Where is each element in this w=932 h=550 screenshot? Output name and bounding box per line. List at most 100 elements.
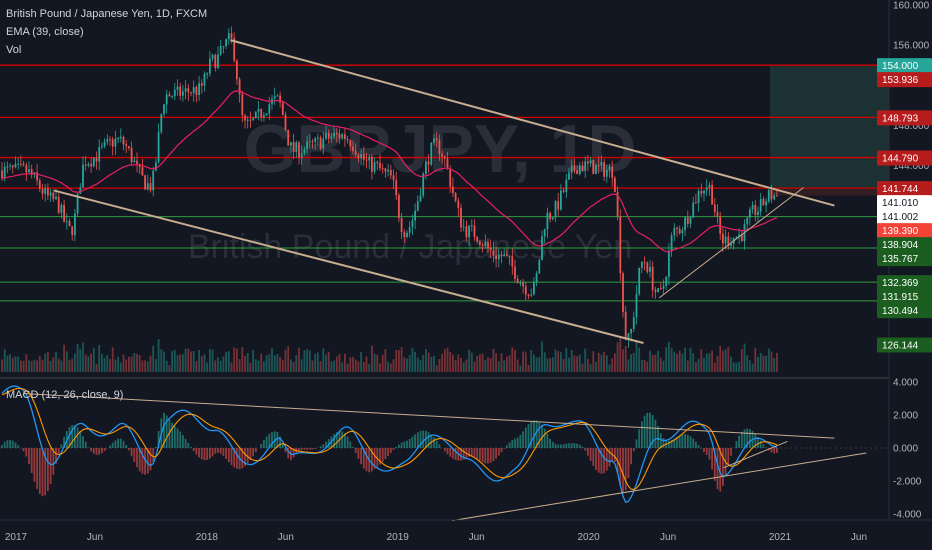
candle-body <box>206 73 209 75</box>
volume-bar <box>689 347 692 372</box>
histogram-bar <box>492 448 495 462</box>
price-tag-box <box>877 223 932 239</box>
volume-bar <box>476 355 479 372</box>
histogram-bar <box>389 448 392 453</box>
candle-body <box>392 175 395 181</box>
time-tick-label: Jun <box>660 532 676 543</box>
candle-body <box>176 86 179 90</box>
candle-body <box>522 282 524 287</box>
candle-body <box>314 138 317 143</box>
volume-bar <box>265 355 268 372</box>
histogram-bar <box>422 430 425 448</box>
volume-bar <box>203 354 206 372</box>
candle-body <box>481 244 484 246</box>
histogram-bar <box>203 448 206 461</box>
histogram-bar <box>217 448 219 453</box>
histogram-bar <box>200 448 203 460</box>
trendlines[interactable] <box>53 39 835 344</box>
ema-legend[interactable]: EMA (39, close) <box>6 26 84 38</box>
histogram-bar <box>387 448 389 457</box>
histogram-bar <box>260 443 263 448</box>
price-tag-label: 141.010 <box>882 198 919 209</box>
volume-bar <box>195 361 198 372</box>
price-tag-label: 153.936 <box>882 75 919 86</box>
candle-body <box>179 86 182 96</box>
histogram-bar <box>770 448 773 453</box>
candle-body <box>144 175 146 190</box>
candle-body <box>371 156 373 172</box>
candle-body <box>457 200 460 208</box>
histogram-bar <box>743 429 746 448</box>
volume-bar <box>751 363 754 372</box>
volume-bar <box>527 364 530 372</box>
candle-body <box>6 166 9 168</box>
candle-body <box>1 170 3 179</box>
volume-bar <box>71 358 74 372</box>
histogram-bar <box>230 448 233 466</box>
volume-bar <box>495 353 497 372</box>
histogram-bar <box>673 438 676 448</box>
symbol-legend[interactable]: British Pound / Japanese Yen, 1D, FXCM <box>6 8 208 20</box>
volume-bar <box>503 360 506 372</box>
candle-body <box>241 94 244 116</box>
volume-bar <box>457 354 460 372</box>
histogram-bar <box>641 421 643 448</box>
volume-bar <box>530 349 533 372</box>
volume-bar <box>662 360 665 372</box>
candle-body <box>335 132 338 134</box>
volume-bar <box>462 362 465 372</box>
volume-bar <box>692 353 695 372</box>
histogram-bar <box>346 436 349 448</box>
histogram-bar <box>624 448 627 491</box>
volume-bar <box>597 352 600 372</box>
candle-body <box>616 191 619 217</box>
histogram-bar <box>184 438 187 448</box>
price-tag-label: 154.000 <box>882 61 919 72</box>
volume-bar <box>238 359 241 372</box>
candle-body <box>557 201 560 210</box>
candle-body <box>697 191 700 203</box>
volume-bar <box>219 360 222 372</box>
volume-bar <box>365 356 368 372</box>
volume-bar <box>522 351 524 372</box>
histogram-bar <box>495 448 497 459</box>
volume-bar <box>506 356 508 372</box>
candle-body <box>414 210 416 221</box>
candle-body <box>573 165 576 171</box>
candle-body <box>74 213 76 236</box>
candle-body <box>470 225 473 227</box>
volume-bar <box>368 363 371 372</box>
candle-body <box>352 146 354 151</box>
candle-body <box>246 119 249 121</box>
volume-bar <box>125 359 128 372</box>
horizontal-levels[interactable] <box>0 64 889 302</box>
candle-body <box>322 138 325 149</box>
volume-legend[interactable]: Vol <box>6 44 22 56</box>
candle-body <box>211 54 214 59</box>
volume-bar <box>562 358 565 372</box>
volume-bar <box>90 353 92 372</box>
volume-bar <box>276 354 279 372</box>
candle-body <box>746 217 749 225</box>
candle-body <box>527 294 530 296</box>
macd-legend[interactable]: MACD (12, 26, close, 9) <box>6 389 124 401</box>
volume-bar <box>730 356 732 372</box>
histogram-bar <box>365 448 368 472</box>
histogram-bar <box>236 448 238 469</box>
histogram-bar <box>146 448 149 474</box>
histogram-bar <box>654 419 657 448</box>
histogram-bar <box>9 439 11 448</box>
volume-bar <box>538 357 541 372</box>
histogram-bar <box>686 434 689 448</box>
volume-bar <box>341 362 344 372</box>
candle-body <box>524 286 527 295</box>
candle-body <box>163 104 165 115</box>
candle-body <box>500 254 503 257</box>
histogram-bar <box>576 443 578 448</box>
volume-bar <box>765 355 767 372</box>
volume-bar <box>716 356 719 372</box>
histogram-bar <box>335 432 338 448</box>
histogram-bar <box>214 448 217 454</box>
histogram-bar <box>776 448 778 453</box>
